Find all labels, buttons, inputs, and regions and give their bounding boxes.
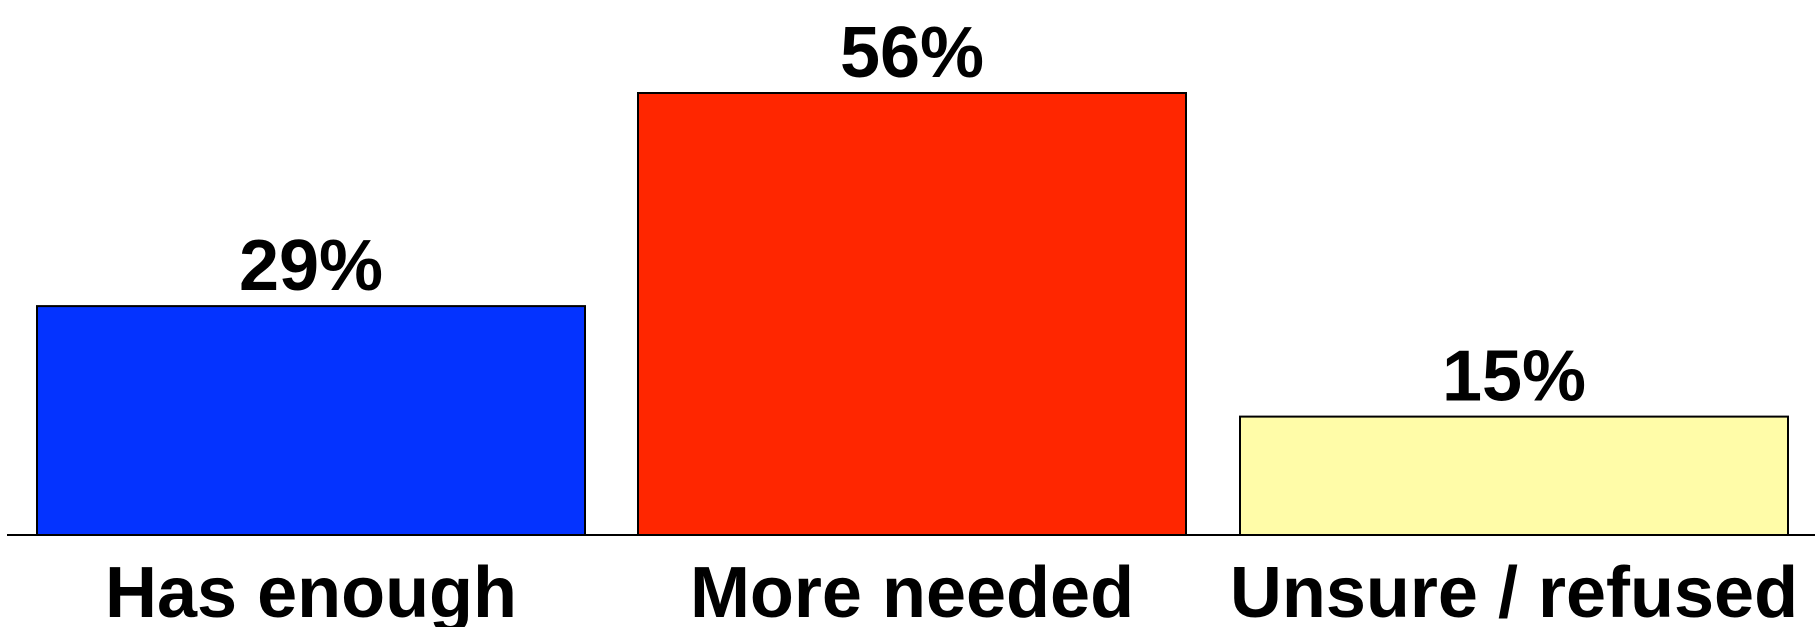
category-label-0: Has enough xyxy=(105,553,517,627)
labels-group: 29% Has enough 56% More needed 15% Unsure / r… xyxy=(105,13,1798,627)
category-label-2: Unsure / refused xyxy=(1230,553,1798,627)
category-label-1: More needed xyxy=(690,553,1134,627)
value-label-2: 15% xyxy=(1442,337,1586,417)
bar-2 xyxy=(1239,415,1789,537)
bar-0 xyxy=(36,305,586,536)
bars-group xyxy=(36,92,1789,537)
value-label-0: 29% xyxy=(239,226,383,306)
bar-1 xyxy=(637,92,1187,536)
value-label-1: 56% xyxy=(840,13,984,93)
